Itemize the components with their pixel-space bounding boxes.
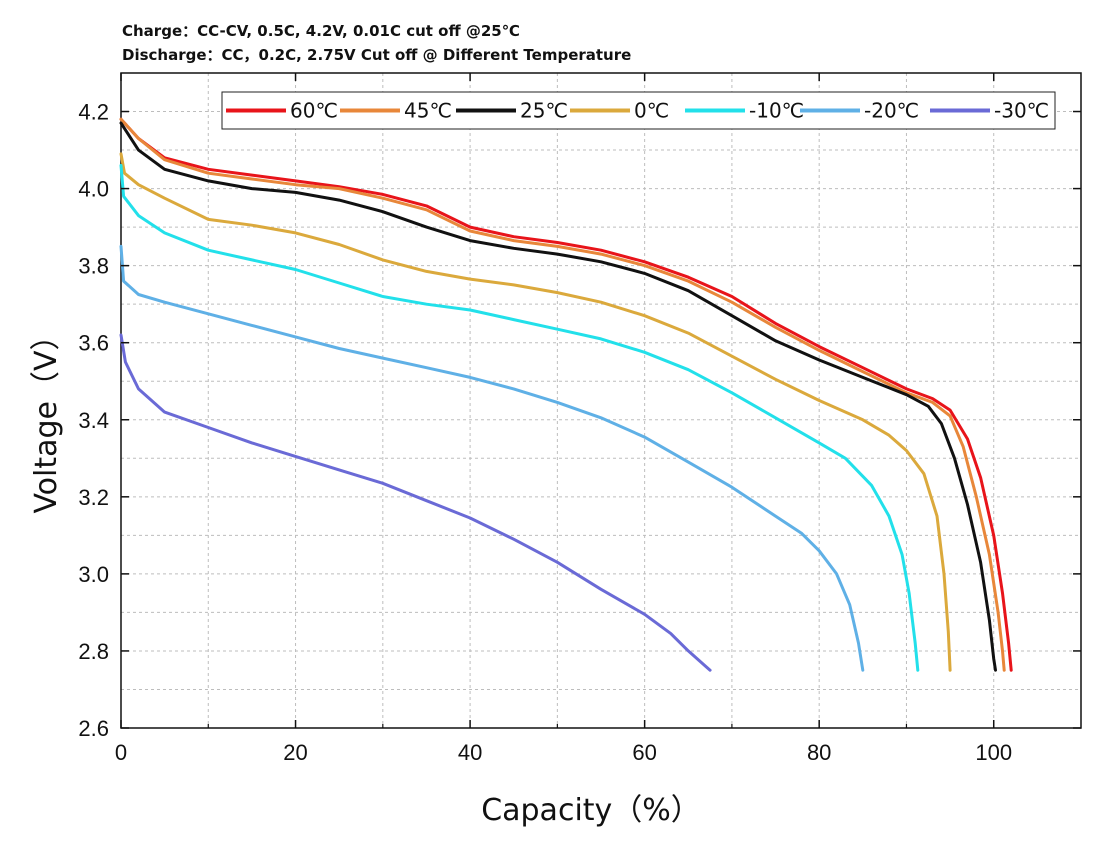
x-tick-label: 40 xyxy=(458,740,482,765)
y-tick-label: 3.6 xyxy=(78,331,109,356)
legend-label: -30℃ xyxy=(994,99,1049,123)
y-axis-title: Voltage（V） xyxy=(29,320,64,513)
x-tick-label: 60 xyxy=(632,740,656,765)
y-tick-label: 4.2 xyxy=(78,100,109,125)
x-tick-label: 20 xyxy=(283,740,307,765)
y-tick-label: 3.2 xyxy=(78,485,109,510)
y-tick-label: 3.0 xyxy=(78,562,109,587)
series-line-45c xyxy=(119,117,1006,672)
legend-label: 45℃ xyxy=(404,99,452,123)
series-line-60c xyxy=(119,117,1013,672)
series-line-25c xyxy=(119,121,997,672)
series-line--10c xyxy=(119,164,920,672)
y-tick-label: 2.6 xyxy=(78,716,109,741)
legend-label: 25℃ xyxy=(520,99,568,123)
plot-area xyxy=(120,72,1082,729)
y-tick-label: 3.4 xyxy=(78,408,109,433)
discharge-condition-text: Discharge：CC，0.2C, 2.75V Cut off @ Diffe… xyxy=(122,46,632,64)
y-tick-label: 3.8 xyxy=(78,254,109,279)
series-line--20c xyxy=(119,244,865,672)
axes: 0 20 40 60 80 100 2.6 2.8 3.0 3.2 3.4 3.6 3.8 4.0 4.2 xyxy=(78,73,1081,765)
grid-lines xyxy=(121,73,1081,728)
legend-label: -10℃ xyxy=(749,99,804,123)
y-tick-label: 4.0 xyxy=(78,177,109,202)
plot-border xyxy=(120,72,1082,729)
series-line--30c xyxy=(119,333,712,672)
series-line-0c xyxy=(119,152,952,672)
x-axis-title: Capacity（%） xyxy=(481,793,701,828)
legend-label: 60℃ xyxy=(290,99,338,123)
series-lines xyxy=(119,117,1013,672)
charge-condition-text: Charge：CC-CV, 0.5C, 4.2V, 0.01C cut off … xyxy=(122,22,520,40)
legend-box xyxy=(221,91,1056,130)
legend: 60℃ 45℃ 25℃ 0℃ -10℃ -20℃ -30℃ xyxy=(221,91,1056,130)
legend-label: -20℃ xyxy=(864,99,919,123)
y-tick-label: 2.8 xyxy=(78,639,109,664)
legend-label: 0℃ xyxy=(634,99,669,123)
x-tick-label: 100 xyxy=(975,740,1012,765)
x-tick-label: 0 xyxy=(115,740,127,765)
x-tick-label: 80 xyxy=(807,740,831,765)
